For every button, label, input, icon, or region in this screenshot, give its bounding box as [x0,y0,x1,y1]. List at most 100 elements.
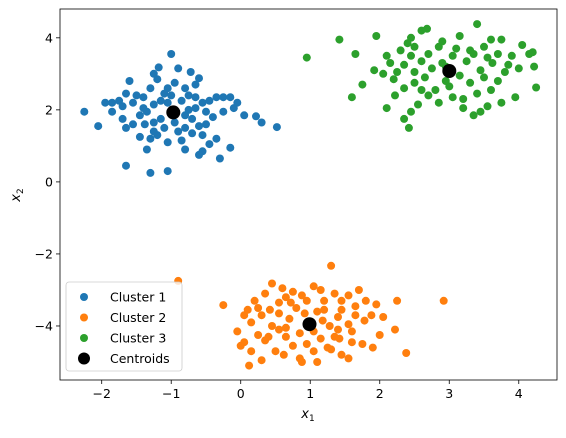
cluster-2-point [297,291,306,300]
cluster-2-point [281,323,290,332]
cluster-2-point [300,309,309,318]
cluster-1-point [215,154,224,163]
cluster-1-point [135,111,144,120]
cluster-2-point [247,318,256,327]
cluster-2-point [302,340,311,348]
cluster-1-point [219,93,228,102]
cluster-3-point [514,64,523,73]
cluster-3-point [370,66,379,75]
cluster-1-point [198,98,207,107]
cluster-3-point [473,20,482,29]
cluster-3-point [488,59,497,67]
cluster-2-point [268,322,276,330]
y-tick-label: 2 [45,102,53,117]
cluster-2-point [344,291,353,300]
cluster-3-point [404,123,413,132]
cluster-2-point [337,350,346,359]
cluster-3-point [410,78,419,87]
cluster-3-point [417,86,426,94]
cluster-1-point [202,120,210,129]
cluster-2-point [292,304,301,312]
cluster-3-point [483,102,492,111]
legend-label: Cluster 3 [110,331,166,346]
cluster-1-point [142,145,151,154]
cluster-2-point [335,334,344,343]
legend-label: Cluster 2 [110,310,166,325]
cluster-2-point [351,311,360,320]
cluster-2-point [254,304,263,312]
cluster-1-point [101,98,110,107]
cluster-3-point [459,104,468,113]
cluster-1-point [118,102,127,111]
cluster-1-point [129,120,137,129]
cluster-1-point [195,122,203,131]
cluster-3-point [525,50,534,58]
cluster-2-point [285,314,294,323]
cluster-1-point [160,89,169,98]
cluster-1-point [108,107,117,116]
legend-label: Centroids [110,351,170,366]
cluster-1-point [186,68,195,76]
cluster-1-point [181,123,190,132]
cluster-3-point [427,64,436,73]
cluster-2-point [302,296,311,305]
cluster-1-point [191,104,200,113]
cluster-1-point [226,143,235,152]
cluster-3-point [483,53,492,62]
cluster-3-point [500,68,509,76]
cluster-3-point [382,104,391,113]
cluster-2-point [236,341,245,350]
cluster-1-point [170,118,179,127]
cluster-3-point [476,66,485,75]
cluster-1-point [122,89,130,98]
cluster-2-point [347,327,356,336]
x-tick-label: 2 [376,386,384,401]
cluster-1-point [125,77,134,85]
cluster-2-point [281,332,290,341]
cluster-1-point [122,161,130,170]
cluster-2-point [265,305,274,314]
cluster-1-point [132,91,141,100]
cluster-3-point [424,50,433,58]
cluster-3-point [452,44,461,53]
cluster-1-point [240,111,249,120]
cluster-2-point [286,298,295,307]
cluster-3-point [462,57,471,66]
cluster-3-point [407,107,415,116]
cluster-1-point [140,120,149,129]
cluster-3-point [504,60,513,69]
cluster-1-point [80,107,89,116]
cluster-3-point [469,50,478,58]
cluster-3-point [414,100,422,109]
cluster-2-point [297,358,306,366]
cluster-3-point [335,35,344,44]
cluster-3-point [347,93,356,102]
cluster-1-point [167,91,176,100]
cluster-2-point [275,325,283,334]
cluster-1-point [122,123,130,132]
cluster-2-point [320,296,329,305]
cluster-2-point [334,313,342,321]
cluster-3-point [530,62,539,71]
cluster-3-point [417,57,426,66]
cluster-2-point [254,331,263,339]
y-tick-label: 4 [45,30,53,45]
cluster-1-point [212,134,221,143]
cluster-3-point [396,46,405,55]
cluster-2-point [219,301,228,310]
cluster-1-point [205,96,214,105]
cluster-3-point [476,107,485,116]
cluster-3-point [410,42,419,51]
cluster-2-point [439,296,448,305]
cluster-1-point [195,150,203,159]
cluster-3-point [393,68,402,76]
cluster-2-point [316,334,325,343]
cluster-3-point [518,41,527,49]
cluster-2-point [288,287,297,296]
cluster-1-point [149,100,158,109]
cluster-3-point [403,39,412,48]
cluster-1-point [177,136,186,145]
cluster-2-point [245,361,254,370]
cluster-3-point [480,42,488,51]
